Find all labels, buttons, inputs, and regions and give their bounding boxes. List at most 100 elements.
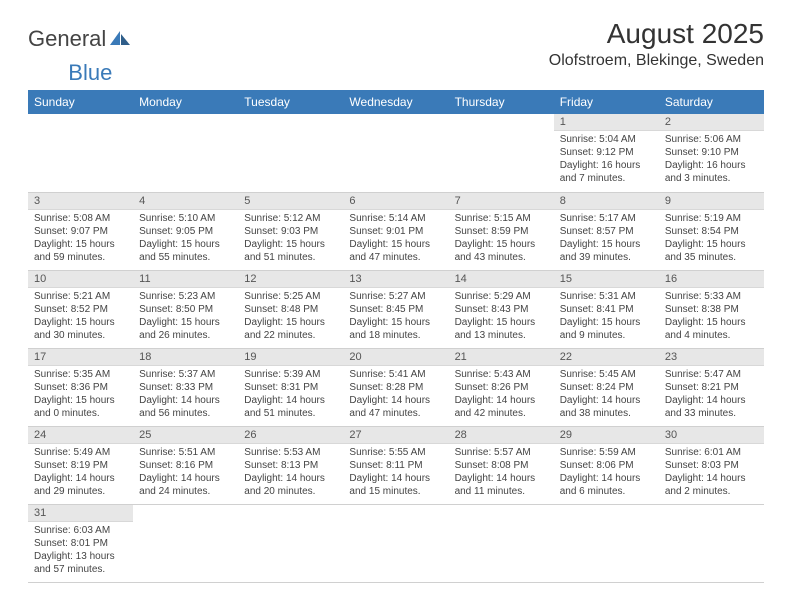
- day-body: Sunrise: 5:37 AMSunset: 8:33 PMDaylight:…: [133, 366, 238, 424]
- day-body: Sunrise: 5:47 AMSunset: 8:21 PMDaylight:…: [659, 366, 764, 424]
- day-body: Sunrise: 5:25 AMSunset: 8:48 PMDaylight:…: [238, 288, 343, 346]
- calendar-cell: 29Sunrise: 5:59 AMSunset: 8:06 PMDayligh…: [554, 426, 659, 504]
- sunrise-text: Sunrise: 5:57 AM: [455, 446, 548, 459]
- sunset-text: Sunset: 8:06 PM: [560, 459, 653, 472]
- day-body: Sunrise: 5:15 AMSunset: 8:59 PMDaylight:…: [449, 210, 554, 268]
- day-number: 19: [238, 349, 343, 366]
- day-number: 2: [659, 114, 764, 131]
- calendar-cell: [238, 504, 343, 582]
- calendar-cell: 1Sunrise: 5:04 AMSunset: 9:12 PMDaylight…: [554, 114, 659, 192]
- calendar-table: Sunday Monday Tuesday Wednesday Thursday…: [28, 90, 764, 583]
- day-number: 10: [28, 271, 133, 288]
- sunrise-text: Sunrise: 5:43 AM: [455, 368, 548, 381]
- sunset-text: Sunset: 9:12 PM: [560, 146, 653, 159]
- sunset-text: Sunset: 8:11 PM: [349, 459, 442, 472]
- sunset-text: Sunset: 8:54 PM: [665, 225, 758, 238]
- calendar-cell: 15Sunrise: 5:31 AMSunset: 8:41 PMDayligh…: [554, 270, 659, 348]
- calendar-cell: 7Sunrise: 5:15 AMSunset: 8:59 PMDaylight…: [449, 192, 554, 270]
- sunrise-text: Sunrise: 5:29 AM: [455, 290, 548, 303]
- daylight-text: Daylight: 15 hours and 22 minutes.: [244, 316, 337, 342]
- day-number: 17: [28, 349, 133, 366]
- sunrise-text: Sunrise: 5:17 AM: [560, 212, 653, 225]
- daylight-text: Daylight: 14 hours and 6 minutes.: [560, 472, 653, 498]
- day-body: Sunrise: 5:08 AMSunset: 9:07 PMDaylight:…: [28, 210, 133, 268]
- calendar-cell: 17Sunrise: 5:35 AMSunset: 8:36 PMDayligh…: [28, 348, 133, 426]
- day-body: Sunrise: 5:35 AMSunset: 8:36 PMDaylight:…: [28, 366, 133, 424]
- weekday-header: Tuesday: [238, 90, 343, 114]
- calendar-cell: [28, 114, 133, 192]
- sunset-text: Sunset: 8:19 PM: [34, 459, 127, 472]
- sunset-text: Sunset: 9:10 PM: [665, 146, 758, 159]
- daylight-text: Daylight: 13 hours and 57 minutes.: [34, 550, 127, 576]
- calendar-cell: [554, 504, 659, 582]
- sunset-text: Sunset: 8:36 PM: [34, 381, 127, 394]
- day-number: 31: [28, 505, 133, 522]
- sunset-text: Sunset: 9:01 PM: [349, 225, 442, 238]
- day-body: Sunrise: 5:31 AMSunset: 8:41 PMDaylight:…: [554, 288, 659, 346]
- daylight-text: Daylight: 14 hours and 33 minutes.: [665, 394, 758, 420]
- sunrise-text: Sunrise: 5:31 AM: [560, 290, 653, 303]
- day-body: Sunrise: 5:21 AMSunset: 8:52 PMDaylight:…: [28, 288, 133, 346]
- calendar-cell: 27Sunrise: 5:55 AMSunset: 8:11 PMDayligh…: [343, 426, 448, 504]
- sunrise-text: Sunrise: 5:59 AM: [560, 446, 653, 459]
- calendar-cell: 20Sunrise: 5:41 AMSunset: 8:28 PMDayligh…: [343, 348, 448, 426]
- calendar-row: 24Sunrise: 5:49 AMSunset: 8:19 PMDayligh…: [28, 426, 764, 504]
- sunset-text: Sunset: 8:48 PM: [244, 303, 337, 316]
- daylight-text: Daylight: 15 hours and 30 minutes.: [34, 316, 127, 342]
- sunrise-text: Sunrise: 5:47 AM: [665, 368, 758, 381]
- calendar-cell: 23Sunrise: 5:47 AMSunset: 8:21 PMDayligh…: [659, 348, 764, 426]
- sunrise-text: Sunrise: 5:51 AM: [139, 446, 232, 459]
- day-body: Sunrise: 5:04 AMSunset: 9:12 PMDaylight:…: [554, 131, 659, 189]
- calendar-cell: [133, 114, 238, 192]
- logo-text-2: Blue: [68, 60, 112, 86]
- day-number: 14: [449, 271, 554, 288]
- day-number: 26: [238, 427, 343, 444]
- day-body: Sunrise: 6:03 AMSunset: 8:01 PMDaylight:…: [28, 522, 133, 580]
- day-body: Sunrise: 5:23 AMSunset: 8:50 PMDaylight:…: [133, 288, 238, 346]
- sunset-text: Sunset: 8:43 PM: [455, 303, 548, 316]
- calendar-cell: 5Sunrise: 5:12 AMSunset: 9:03 PMDaylight…: [238, 192, 343, 270]
- calendar-row: 31Sunrise: 6:03 AMSunset: 8:01 PMDayligh…: [28, 504, 764, 582]
- day-number: 20: [343, 349, 448, 366]
- weekday-header: Monday: [133, 90, 238, 114]
- sunrise-text: Sunrise: 5:25 AM: [244, 290, 337, 303]
- day-body: Sunrise: 5:49 AMSunset: 8:19 PMDaylight:…: [28, 444, 133, 502]
- sunset-text: Sunset: 9:05 PM: [139, 225, 232, 238]
- day-body: Sunrise: 5:14 AMSunset: 9:01 PMDaylight:…: [343, 210, 448, 268]
- weekday-header: Friday: [554, 90, 659, 114]
- day-body: Sunrise: 5:06 AMSunset: 9:10 PMDaylight:…: [659, 131, 764, 189]
- sunset-text: Sunset: 8:52 PM: [34, 303, 127, 316]
- daylight-text: Daylight: 14 hours and 29 minutes.: [34, 472, 127, 498]
- daylight-text: Daylight: 14 hours and 15 minutes.: [349, 472, 442, 498]
- sunset-text: Sunset: 8:31 PM: [244, 381, 337, 394]
- sunrise-text: Sunrise: 6:03 AM: [34, 524, 127, 537]
- sunset-text: Sunset: 8:26 PM: [455, 381, 548, 394]
- day-number: 7: [449, 193, 554, 210]
- daylight-text: Daylight: 15 hours and 9 minutes.: [560, 316, 653, 342]
- day-body: Sunrise: 5:10 AMSunset: 9:05 PMDaylight:…: [133, 210, 238, 268]
- calendar-cell: 28Sunrise: 5:57 AMSunset: 8:08 PMDayligh…: [449, 426, 554, 504]
- calendar-cell: 22Sunrise: 5:45 AMSunset: 8:24 PMDayligh…: [554, 348, 659, 426]
- sunrise-text: Sunrise: 5:23 AM: [139, 290, 232, 303]
- weekday-header: Saturday: [659, 90, 764, 114]
- daylight-text: Daylight: 14 hours and 56 minutes.: [139, 394, 232, 420]
- daylight-text: Daylight: 15 hours and 59 minutes.: [34, 238, 127, 264]
- daylight-text: Daylight: 14 hours and 47 minutes.: [349, 394, 442, 420]
- daylight-text: Daylight: 15 hours and 18 minutes.: [349, 316, 442, 342]
- day-number: 13: [343, 271, 448, 288]
- day-number: 23: [659, 349, 764, 366]
- sunrise-text: Sunrise: 5:15 AM: [455, 212, 548, 225]
- daylight-text: Daylight: 14 hours and 24 minutes.: [139, 472, 232, 498]
- calendar-cell: 10Sunrise: 5:21 AMSunset: 8:52 PMDayligh…: [28, 270, 133, 348]
- day-number: 24: [28, 427, 133, 444]
- logo: General: [28, 18, 132, 52]
- day-number: 27: [343, 427, 448, 444]
- daylight-text: Daylight: 15 hours and 13 minutes.: [455, 316, 548, 342]
- weekday-header: Sunday: [28, 90, 133, 114]
- sunset-text: Sunset: 8:16 PM: [139, 459, 232, 472]
- day-number: 15: [554, 271, 659, 288]
- day-body: Sunrise: 5:41 AMSunset: 8:28 PMDaylight:…: [343, 366, 448, 424]
- day-number: 21: [449, 349, 554, 366]
- daylight-text: Daylight: 15 hours and 47 minutes.: [349, 238, 442, 264]
- day-number: 12: [238, 271, 343, 288]
